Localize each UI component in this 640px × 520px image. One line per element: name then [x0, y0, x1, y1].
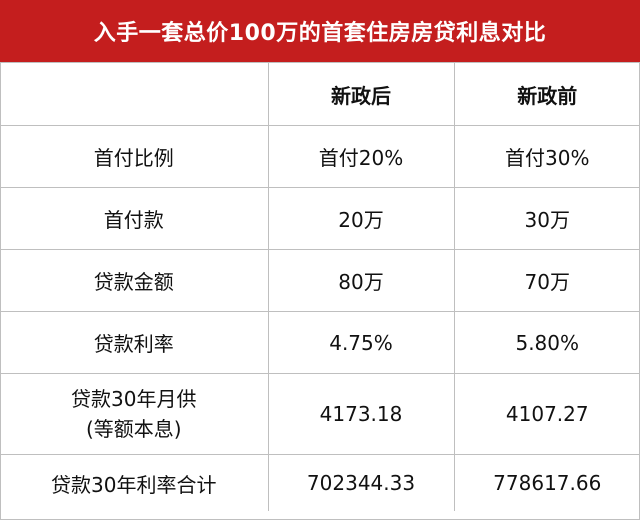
table-row: 首付比例 首付20% 首付30%: [0, 125, 640, 188]
table-row: 贷款金额 80万 70万: [0, 249, 640, 312]
row-label: 贷款利率: [0, 311, 269, 374]
cell-before: 778617.66: [453, 454, 640, 511]
header-row: 新政后 新政前: [0, 62, 640, 126]
header-after: 新政后: [267, 62, 455, 126]
row-label-line1: 贷款30年月供: [71, 387, 197, 411]
row-label: 贷款30年月供 (等额本息): [0, 373, 269, 455]
row-label: 贷款金额: [0, 249, 269, 312]
cell-before: 70万: [453, 249, 640, 312]
cell-after: 702344.33: [267, 454, 455, 511]
table-row: 贷款利率 4.75% 5.80%: [0, 311, 640, 374]
cell-after: 首付20%: [267, 125, 455, 188]
header-blank: [0, 62, 269, 126]
cell-before: 首付30%: [453, 125, 640, 188]
cell-after: 4173.18: [267, 373, 455, 455]
header-before: 新政前: [453, 62, 640, 126]
cell-before: 4107.27: [453, 373, 640, 455]
cell-after: 80万: [267, 249, 455, 312]
row-label: 首付比例: [0, 125, 269, 188]
cell-after: 20万: [267, 187, 455, 250]
row-label: 贷款30年利率合计: [0, 454, 269, 511]
row-label: 首付款: [0, 187, 269, 250]
cell-after: 4.75%: [267, 311, 455, 374]
comparison-table: 新政后 新政前 首付比例 首付20% 首付30% 首付款 20万 30万 贷款金…: [0, 62, 640, 511]
row-label-line2: (等额本息): [85, 417, 182, 441]
cell-before: 30万: [453, 187, 640, 250]
table-row: 贷款30年利率合计 702344.33 778617.66: [0, 454, 640, 511]
table-title: 入手一套总价100万的首套住房房贷利息对比: [0, 0, 640, 62]
cell-before: 5.80%: [453, 311, 640, 374]
table-row: 首付款 20万 30万: [0, 187, 640, 250]
table-row: 贷款30年月供 (等额本息) 4173.18 4107.27: [0, 373, 640, 455]
